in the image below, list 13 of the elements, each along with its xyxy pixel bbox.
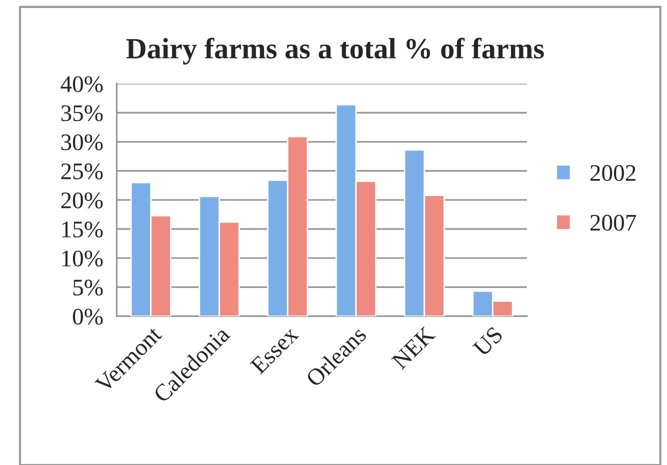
y-tick-label: 40% [60, 76, 103, 92]
y-tick-label: 35% [61, 105, 103, 122]
chart-title: Dairy farms as a total % of farms [126, 38, 544, 65]
legend-label: 2007 [590, 214, 636, 231]
y-tick-label: 15% [62, 222, 103, 238]
y-tick-label: 30% [61, 134, 103, 150]
legend-label: 2002 [590, 165, 636, 181]
y-tick-label: 5% [73, 280, 103, 296]
x-tick-label: US [472, 326, 504, 358]
y-tick-label: 20% [61, 192, 103, 208]
y-tick-label: 0% [72, 308, 103, 325]
y-tick-label: 10% [62, 250, 103, 267]
y-tick-label: 25% [61, 163, 103, 180]
